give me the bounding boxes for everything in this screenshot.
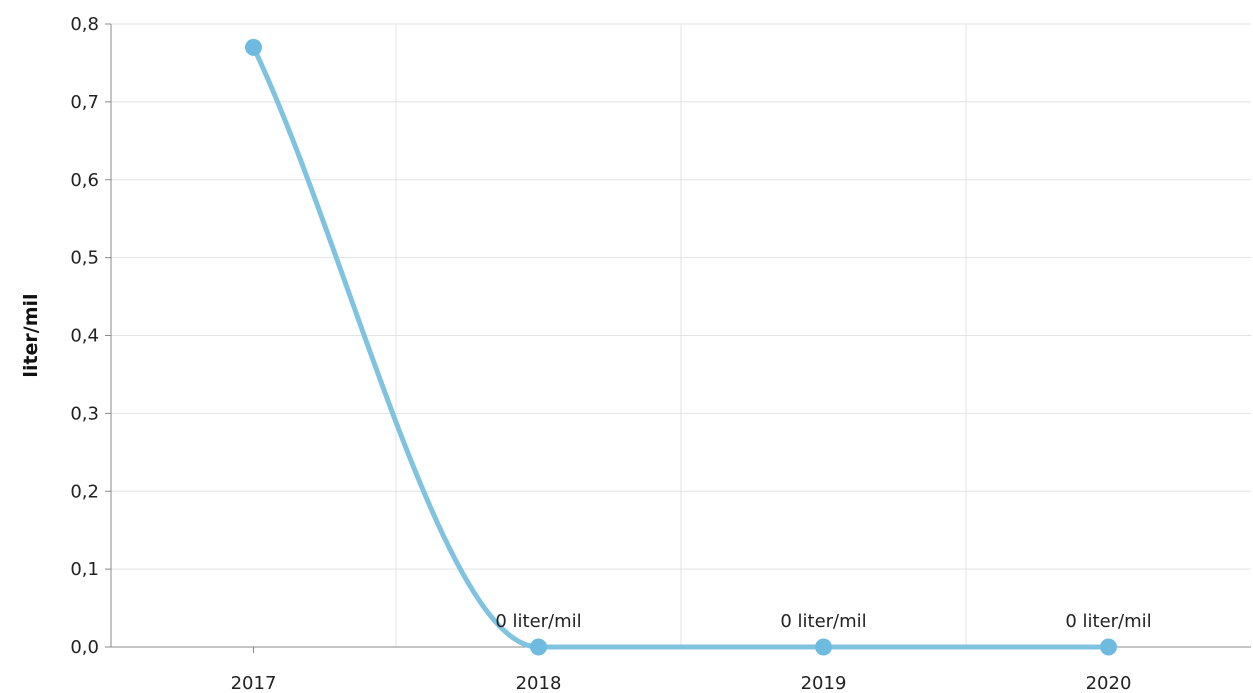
data-label: 0 liter/mil [780,611,866,632]
y-tick-label: 0,2 [70,481,99,502]
axes: 0,0 0,1 0,2 0,3 0,4 0,5 0,6 0,7 0,8 2017 2018 2019 2… [70,14,1251,693]
data-label: 0 liter/mil [1065,611,1151,632]
y-tick-label: 0,1 [70,559,99,580]
series-line [251,44,1111,650]
x-tick-label: 2018 [516,673,562,693]
y-tick-label: 0,7 [70,92,99,113]
x-tick-label: 2017 [231,673,277,693]
y-axis-title: liter/mil [20,293,42,377]
y-tick-label: 0,5 [70,248,99,269]
data-point-2019[interactable] [815,638,832,656]
y-tick-label: 0,3 [70,403,99,424]
data-point-2018[interactable] [530,638,547,656]
y-tick-label: 0,4 [70,326,99,347]
data-point-2020[interactable] [1100,638,1117,656]
series [245,38,1117,656]
data-labels: 0 liter/mil 0 liter/mil 0 liter/mil [495,611,1151,632]
y-tick-label: 0,6 [70,170,99,191]
x-tick-label: 2020 [1086,673,1132,693]
grid [111,23,1251,647]
y-tick-label: 0,0 [70,637,99,658]
x-tick-label: 2019 [801,673,847,693]
y-tick-label: 0,8 [70,14,99,35]
data-point-2017[interactable] [245,38,262,56]
data-label: 0 liter/mil [495,611,581,632]
